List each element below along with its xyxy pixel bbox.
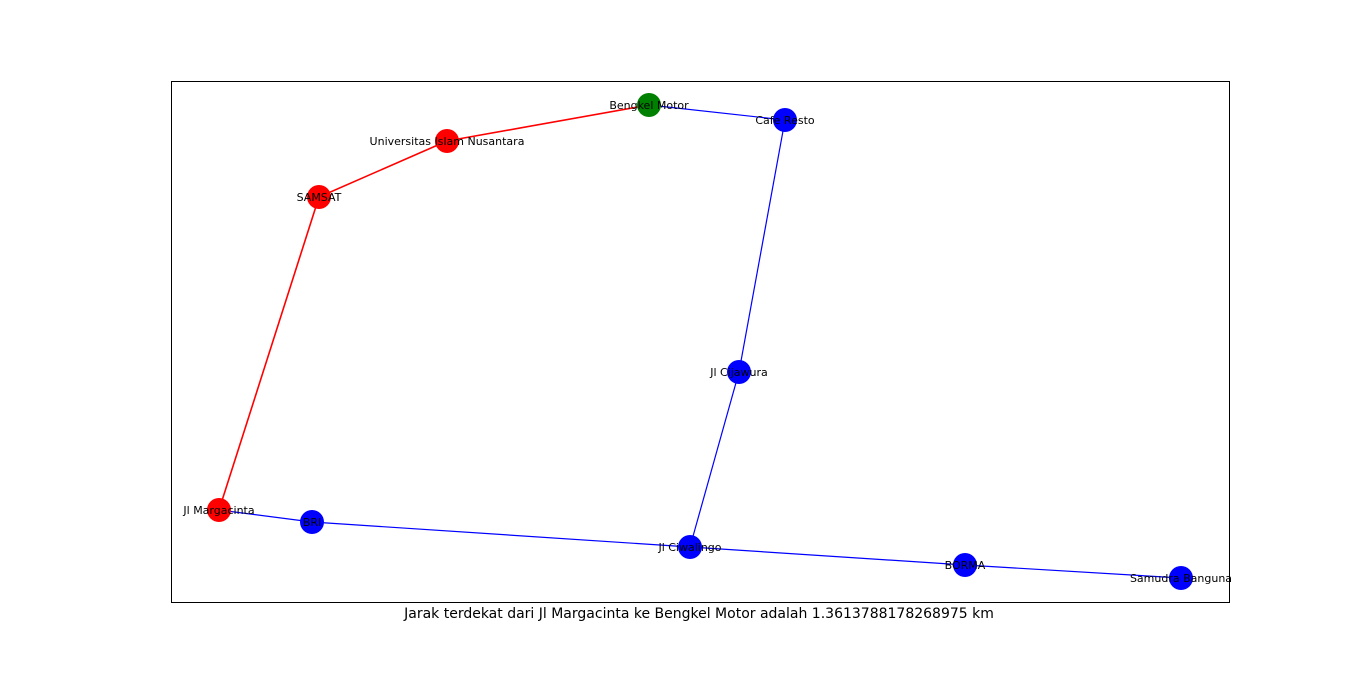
node-label-bri: BRI <box>303 516 321 529</box>
node-margacinta <box>207 498 231 522</box>
edge-cafe-cijawura <box>738 119 786 373</box>
edge-ciwalingo-borma <box>689 546 966 566</box>
node-ciwalingo <box>678 535 702 559</box>
node-cafe <box>773 108 797 132</box>
edge-borma-samudra <box>964 564 1182 579</box>
node-label-borma: BORMA <box>945 559 986 572</box>
edge-uninus-samsat <box>318 140 448 198</box>
node-samsat <box>307 185 331 209</box>
node-uninus <box>435 129 459 153</box>
node-label-cijawura: Jl Cijawura <box>709 366 768 379</box>
caption: Jarak terdekat dari Jl Margacinta ke Ben… <box>403 606 994 622</box>
labels-layer: Bengkel Motor Cafe Resto Universitas Islam… <box>182 99 1232 585</box>
edge-bri-ciwalingo <box>311 521 691 548</box>
node-label-ciwalingo: Jl Ciwalingo <box>657 541 721 554</box>
node-label-bengkel: Bengkel Motor <box>609 99 689 112</box>
plot-frame <box>171 81 1230 603</box>
node-label-cafe: Cafe Resto <box>755 114 815 127</box>
edge-bengkel-cafe <box>648 104 786 121</box>
node-label-uninus: Universitas Islam Nusantara <box>370 135 525 148</box>
edge-margacinta-bri <box>218 509 313 523</box>
node-borma <box>953 553 977 577</box>
edge-samsat-margacinta <box>218 196 320 511</box>
edge-cijawura-ciwalingo <box>689 371 740 548</box>
node-bengkel <box>637 93 661 117</box>
node-label-samsat: SAMSAT <box>297 191 342 204</box>
node-cijawura <box>727 360 751 384</box>
edge-bengkel-uninus <box>446 104 650 142</box>
nodes-layer <box>207 93 1193 590</box>
node-samudra <box>1169 566 1193 590</box>
node-label-margacinta: Jl Margacinta <box>182 504 254 517</box>
node-label-samudra: Samudra Banguna <box>1130 572 1232 585</box>
node-bri <box>300 510 324 534</box>
edges-layer <box>218 104 1182 579</box>
